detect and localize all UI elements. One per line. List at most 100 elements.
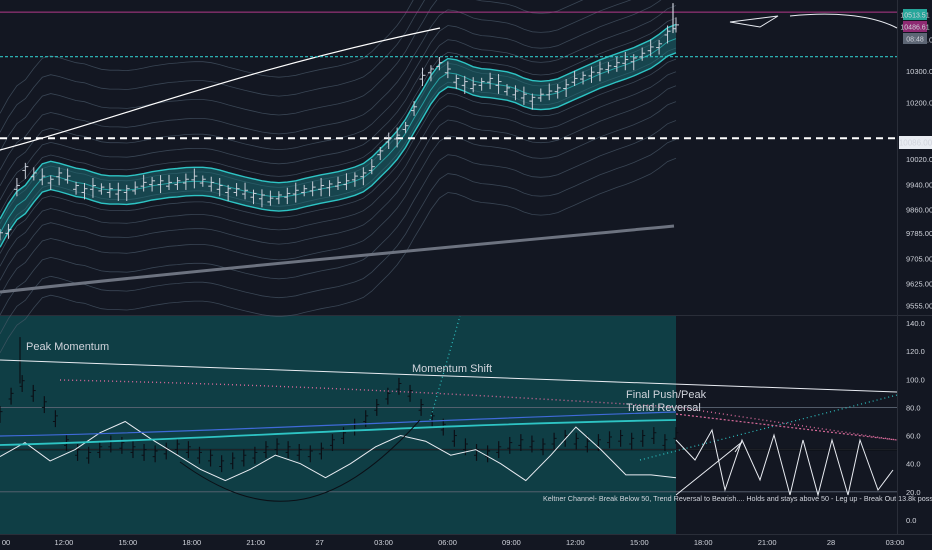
- oscillator-bar: [97, 441, 103, 459]
- oscillator-bar: [496, 441, 502, 459]
- price-bar: [326, 180, 333, 197]
- price-tag-level-text: 10486.61: [900, 25, 929, 32]
- oscillator-axis-tick-label: 40.0: [906, 460, 921, 469]
- price-bar: [22, 162, 29, 179]
- time-axis-tick-label: 12:00: [566, 538, 585, 547]
- price-tag-level: 10486.61: [900, 21, 930, 32]
- keltner-band-outer-line: [0, 5, 677, 201]
- price-axis-tick-label: 10300.00: [906, 67, 932, 76]
- oscillator-bar: [263, 441, 269, 459]
- price-bar: [0, 229, 3, 241]
- price-bar: [622, 51, 629, 71]
- price-bar: [647, 39, 654, 57]
- price-bar: [520, 86, 527, 105]
- annotation-momentum-shift: Momentum Shift: [412, 363, 492, 375]
- time-axis-tick-label: 00: [2, 538, 10, 547]
- time-axis[interactable]: 00 12:00 15:00 18:00 21:00 27 03:00 06:00 09:00 1…: [2, 538, 905, 547]
- price-bar: [174, 177, 181, 190]
- price-bar: [504, 84, 510, 96]
- price-bar: [64, 168, 71, 184]
- price-bar: [394, 127, 401, 148]
- oscillator-bar: [130, 441, 136, 459]
- oscillator-axis[interactable]: 140.0 120.0 100.0 80.0 60.0 40.0 20.0 0.0: [906, 319, 925, 525]
- oscillator-cyan-dotted-projection: [639, 394, 898, 461]
- annotation-peak-momentum: Peak Momentum: [26, 341, 109, 353]
- oscillator-bar: [196, 446, 202, 464]
- oscillator-bar: [418, 398, 424, 416]
- oscillator-pink-projection: [675, 413, 898, 441]
- price-bar: [571, 70, 578, 86]
- oscillator-bar: [407, 384, 413, 402]
- oscillator-bar: [573, 432, 579, 450]
- keltner-band-outer-line: [0, 101, 677, 297]
- price-bar: [470, 77, 477, 93]
- price-bar: [318, 177, 325, 197]
- oscillator-bar: [252, 446, 258, 464]
- price-bar: [199, 175, 206, 187]
- oscillator-bar: [673, 427, 679, 444]
- oscillator-bar: [507, 436, 513, 454]
- oscillator-bar: [529, 435, 535, 453]
- oscillator-bar: [52, 410, 58, 428]
- oscillator-projection-arrow: [675, 441, 743, 496]
- price-bar: [427, 65, 434, 82]
- price-bar: [284, 187, 291, 205]
- price-bar: [250, 189, 257, 205]
- time-axis-tick-label: 27: [315, 538, 323, 547]
- price-bar: [98, 183, 105, 195]
- price-bar: [664, 25, 671, 44]
- price-axis-tick-label: 9860.00: [906, 205, 932, 214]
- price-axis-tick-label: 9940.00: [906, 180, 932, 189]
- price-tag-white-level: 10086.00: [899, 136, 932, 149]
- keltner-band-outer-line: [0, 17, 677, 213]
- keltner-band-outer-line: [0, 139, 677, 335]
- keltner-band-outer-line: [0, 0, 414, 114]
- price-bar: [225, 184, 232, 201]
- keltner-band-outer-line: [0, 0, 425, 133]
- time-axis-tick-label: 03:00: [886, 538, 905, 547]
- oscillator-bar: [174, 438, 180, 456]
- oscillator-bar: [618, 429, 624, 447]
- oscillator-bar: [607, 431, 613, 449]
- price-axis-tick-label: 9785.00: [906, 229, 932, 238]
- oscillator-bar: [119, 436, 125, 454]
- oscillator-axis-tick-label: 80.0: [906, 403, 921, 412]
- price-bar: [123, 184, 130, 201]
- price-pane[interactable]: [0, 0, 898, 353]
- price-bar: [149, 177, 156, 192]
- price-bar: [402, 121, 409, 134]
- price-bar: [182, 173, 189, 190]
- price-bar: [73, 181, 80, 195]
- slow-ma-white-line: [0, 27, 441, 151]
- price-tag-countdown: 08:48: [903, 33, 927, 44]
- oscillator-pink-dotted-line: [59, 379, 898, 441]
- time-axis-tick-label: 21:00: [758, 538, 777, 547]
- price-bar: [13, 177, 20, 197]
- price-bar: [478, 77, 485, 91]
- oscillator-signal-line: [0, 420, 677, 482]
- time-axis-tick-label: 15:00: [118, 538, 137, 547]
- oscillator-bar: [551, 432, 557, 450]
- time-axis-tick-label: 28: [827, 538, 835, 547]
- price-bar: [419, 67, 426, 86]
- oscillator-bar: [296, 443, 302, 461]
- oscillator-bar: [8, 387, 14, 405]
- price-bar: [39, 168, 46, 186]
- oscillator-bar: [374, 398, 380, 416]
- oscillator-bar: [141, 443, 147, 461]
- price-bar: [132, 181, 139, 195]
- price-bar: [377, 147, 384, 161]
- price-bar: [292, 182, 299, 203]
- oscillator-pane[interactable]: [0, 315, 898, 502]
- price-bar: [588, 66, 595, 83]
- price-bar: [275, 191, 282, 205]
- keltner-band-outer-line: [0, 0, 584, 152]
- time-axis-tick-label: 12:00: [55, 538, 74, 547]
- price-bar: [385, 132, 392, 149]
- price-bar: [56, 167, 63, 186]
- price-bar: [335, 176, 341, 190]
- slow-ma-gray-line: [0, 224, 675, 294]
- oscillator-bar: [396, 377, 402, 395]
- price-bar: [453, 74, 460, 90]
